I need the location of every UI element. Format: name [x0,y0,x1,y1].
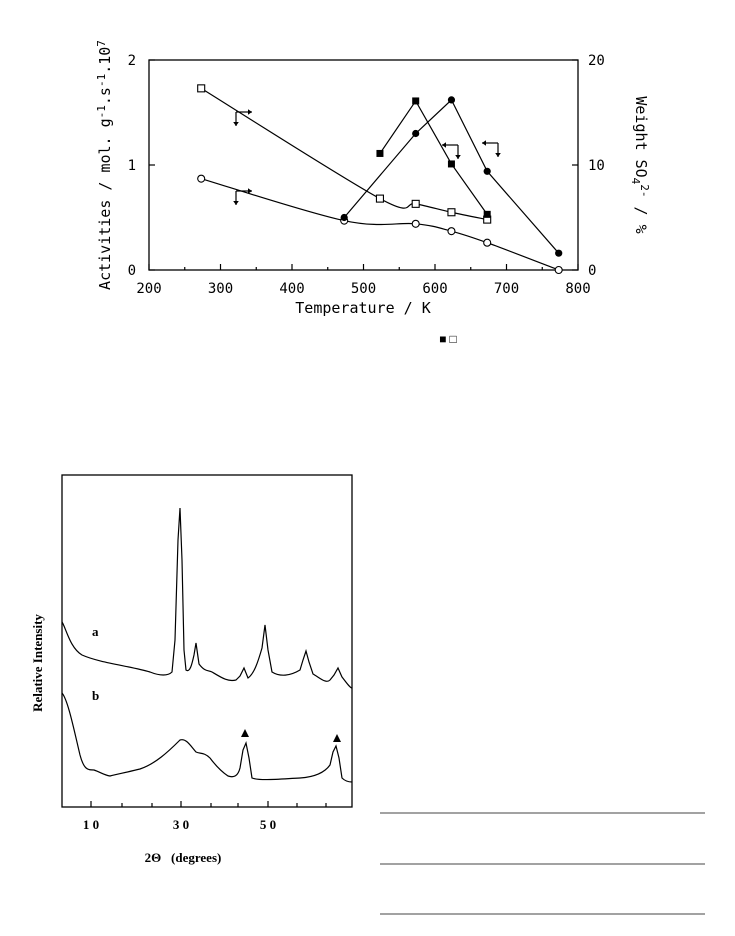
y-right-tick-label: 0 [588,263,596,279]
open-square-point [197,84,206,93]
fit-curves [200,87,560,271]
arrow-head [233,201,239,205]
open-square-point [447,208,456,217]
arrow-head [233,122,239,126]
open-circle-point [447,227,456,236]
filled-circle-point [340,213,348,222]
data-points [197,84,563,275]
arrow-head [248,188,252,194]
filled-circle-point [447,96,456,104]
peak-marker-triangle [241,729,249,737]
filled-circle-point [412,129,420,138]
y-left-tick-label: 1 [128,158,136,174]
xrd-tick-10: 1 0 [83,817,99,832]
y-right-tick-label: 20 [588,53,605,69]
x-axis-label: Temperature / K [295,299,430,317]
open-square-point [375,194,384,203]
x-tick-label: 200 [136,281,161,297]
x-tick-label: 800 [565,281,590,297]
x-tick-label: 300 [208,281,233,297]
series-curve [379,99,488,215]
arrow-head [455,155,461,159]
xrd-tick-30: 3 0 [173,817,189,832]
filled-circle-point [483,167,491,175]
y-left-tick-label: 2 [128,53,136,69]
pattern-label-b: b [92,688,99,703]
xrd-chart: 1 0 3 0 5 0 2Θ (degrees) Relative Intens… [30,474,353,865]
x-tick-label: 500 [351,281,376,297]
filled-square-point [376,149,384,157]
xrd-tick-50: 5 0 [260,817,276,832]
filled-square-point [483,210,491,218]
xrd-y-label: Relative Intensity [30,614,45,712]
x-tick-label: 400 [279,281,304,297]
filled-circle-point [555,249,563,257]
xrd-pattern-a [61,507,353,689]
open-circle-point [197,174,206,183]
legend-symbols: ■ □ [439,332,457,346]
right-axis-label: Weight SO42- / % [629,96,651,233]
y-left-tick-label: 0 [128,263,136,279]
arrow-head [248,109,252,115]
series-curve [200,87,488,221]
open-circle-point [554,265,563,275]
arrow-head [442,142,446,148]
xrd-pattern-b [61,692,353,783]
open-square-point [411,199,420,208]
left-axis-label: Activities / mol. g-1.s-1.107 [95,40,114,290]
plot-frame [148,59,579,271]
arrow-head [495,153,501,157]
peak-marker-triangle [333,734,341,742]
filled-square-point [447,160,455,168]
filled-square-point [412,97,420,105]
arrow-head [482,140,486,146]
x-tick-label: 700 [494,281,519,297]
axis-arrows [233,109,501,205]
xrd-x-ticks [90,801,327,807]
open-circle-point [483,238,492,247]
xrd-frame [61,474,353,808]
y-right-tick-label: 10 [588,158,605,174]
open-circle-point [411,219,420,228]
pattern-label-a: a [92,624,99,639]
xrd-x-label: 2Θ (degrees) [145,850,222,865]
x-tick-label: 600 [422,281,447,297]
